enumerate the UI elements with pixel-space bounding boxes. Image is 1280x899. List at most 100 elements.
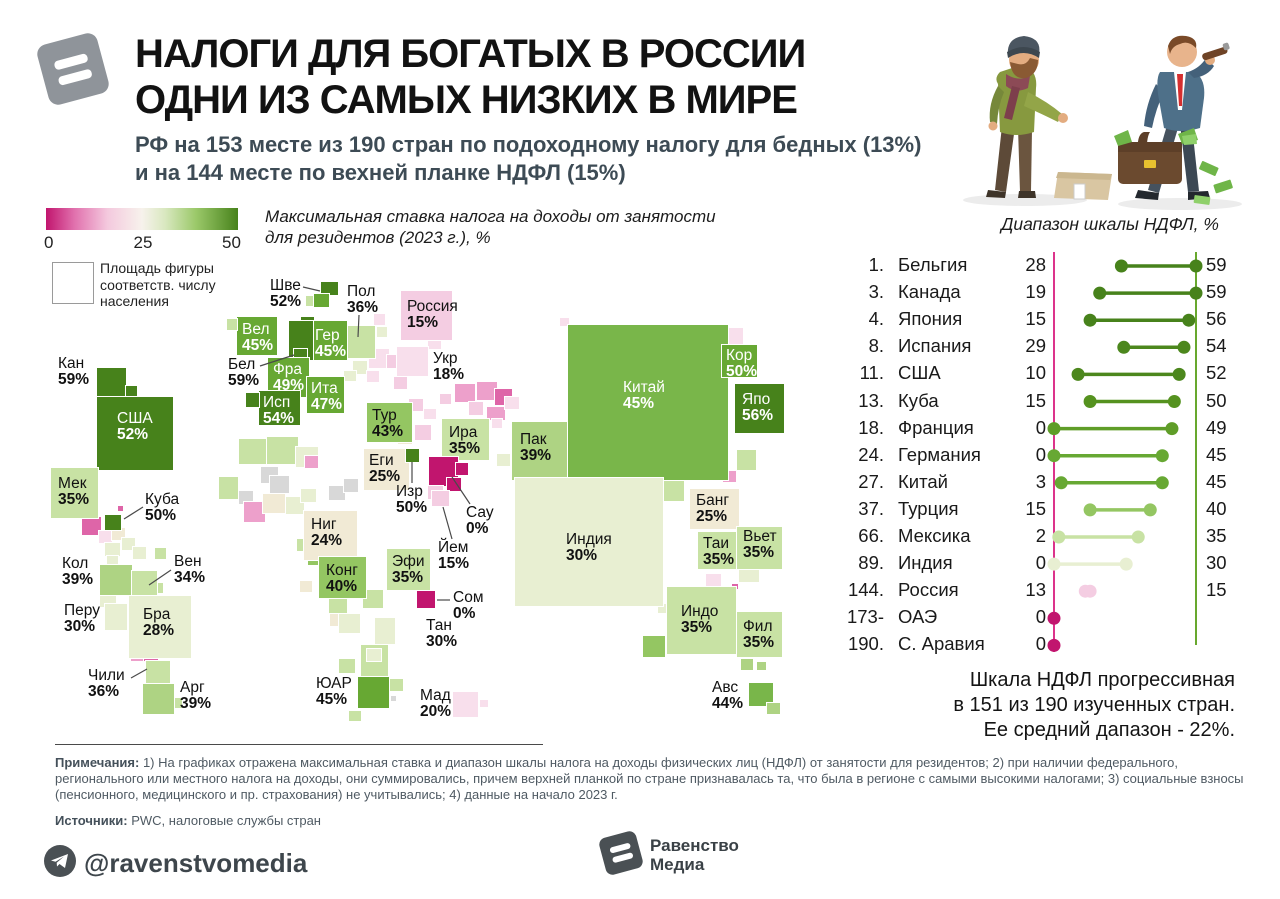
callout-text: Шкала НДФЛ прогрессивная в 151 из 190 из… xyxy=(953,669,1235,741)
map-label-Китай: Китай 45% xyxy=(623,379,665,412)
dumbbell-dot xyxy=(1047,449,1061,463)
map-label-Банг: Банг 25% xyxy=(696,492,730,525)
dumbbell-dot xyxy=(1093,286,1107,300)
map-label-Таи: Таи 35% xyxy=(703,535,735,568)
map-filler-square xyxy=(269,475,290,494)
map-label-Авс: Авс 44% xyxy=(712,679,744,712)
dumbbell-dot xyxy=(1155,449,1169,463)
dumbbell-dot xyxy=(1047,611,1061,625)
map-filler-square xyxy=(328,485,346,501)
dumbbell-country: Китай xyxy=(898,470,948,492)
sources-label: Источники: xyxy=(55,813,128,828)
map-filler-square xyxy=(486,406,506,421)
map-label-Конг: Конг 40% xyxy=(326,562,358,595)
map-square-Индия xyxy=(514,477,664,607)
dumbbell-min-value: 3 xyxy=(1035,470,1046,492)
map-filler-square xyxy=(756,661,767,671)
map-filler-square xyxy=(98,530,113,544)
map-label-Пак: Пак 39% xyxy=(520,431,552,464)
scale-tick-0: 0 xyxy=(44,233,54,252)
dumbbell-rank: 66. xyxy=(858,525,884,546)
map-square-Сом xyxy=(416,590,436,609)
dumbbell-max-value: 50 xyxy=(1206,389,1227,411)
sources-text: Источники: PWC, налоговые службы стран xyxy=(55,813,1247,829)
map-label-Ира: Ира 35% xyxy=(449,424,481,457)
map-square-Исп xyxy=(245,392,260,408)
map-square-Мек xyxy=(50,467,99,519)
notes-body: 1) На графиках отражена максимальная ста… xyxy=(55,755,1244,802)
dumbbell-country: Франция xyxy=(898,416,974,438)
dumbbell-min-value: 15 xyxy=(1025,389,1046,411)
dumbbell-dot xyxy=(1047,422,1061,436)
map-square-Китай xyxy=(567,324,729,481)
sources-body: PWC, налоговые службы стран xyxy=(127,813,321,828)
dumbbell-rank: 24. xyxy=(858,443,884,465)
map-filler-square xyxy=(724,327,744,346)
dumbbell-min-value: 0 xyxy=(1035,552,1046,574)
map-filler-square xyxy=(427,337,442,350)
map-filler-square xyxy=(305,295,317,307)
map-filler-square xyxy=(373,313,386,326)
map-label-Пол: Пол 36% xyxy=(347,283,379,316)
dumbbell-max-value: 45 xyxy=(1206,443,1227,465)
dumbbell-country: Япония xyxy=(898,308,963,330)
map-square-Исп xyxy=(258,390,301,426)
map-filler-square xyxy=(705,573,722,587)
map-filler-square xyxy=(491,418,503,429)
map-filler-square xyxy=(366,370,380,383)
dumbbell-min-value: 15 xyxy=(1025,497,1046,519)
map-label-Фил: Фил 35% xyxy=(743,618,775,651)
footer-logo-icon xyxy=(597,829,645,877)
map-square-Шве xyxy=(313,293,330,308)
dumbbell-country: Куба xyxy=(898,389,939,411)
dumbbell-country: Турция xyxy=(898,497,959,519)
telegram-handle[interactable]: @ravenstvomedia xyxy=(84,848,308,878)
map-filler-square xyxy=(352,360,368,375)
map-filler-square xyxy=(393,376,408,390)
chart-line xyxy=(442,506,453,540)
dumbbell-dot xyxy=(1083,584,1097,598)
chart-line xyxy=(130,668,148,679)
map-square-Сау xyxy=(455,462,469,476)
map-square-Тан xyxy=(374,617,396,645)
map-square-ЮАР xyxy=(357,676,390,709)
map-label-Кол: Кол 39% xyxy=(62,555,94,588)
map-label-Вьет: Вьет 35% xyxy=(743,528,777,561)
brand-logo-icon xyxy=(35,31,111,107)
dumbbell-rank: 27. xyxy=(858,470,884,492)
dumbbell-chart-title: Диапазон шкалы НДФЛ, % xyxy=(1001,214,1219,234)
map-filler-square xyxy=(300,488,317,503)
dumbbell-max-value: 35 xyxy=(1206,525,1227,546)
map-label-Тур: Тур 43% xyxy=(372,407,404,440)
telegram-icon[interactable] xyxy=(44,845,76,877)
map-filler-square xyxy=(99,593,117,608)
dumbbell-country: Испания xyxy=(898,335,972,357)
map-label-Сом: Сом 0% xyxy=(453,589,484,622)
map-filler-square xyxy=(304,455,319,469)
dumbbell-dot xyxy=(1182,313,1196,327)
dumbbell-rank: 37. xyxy=(858,497,884,519)
dumbbell-min-value: 0 xyxy=(1035,606,1046,628)
map-filler-square xyxy=(559,317,570,327)
map-filler-square xyxy=(738,566,760,583)
map-square-Фил xyxy=(736,611,783,658)
dumbbell-max-value: 45 xyxy=(1206,470,1227,492)
map-square-Кол xyxy=(99,564,133,596)
map-filler-square xyxy=(170,697,183,709)
dumbbell-max-value: 59 xyxy=(1206,281,1227,303)
map-filler-square xyxy=(266,436,299,465)
dumbbell-dot xyxy=(1054,476,1068,490)
dumbbell-max-value: 15 xyxy=(1206,579,1227,601)
map-label-Йем: Йем 15% xyxy=(438,539,470,572)
map-square-Бра xyxy=(128,595,192,659)
map-label-Шве: Шве 52% xyxy=(270,277,302,310)
map-square-Вен xyxy=(131,570,158,598)
dumbbell-dot xyxy=(1131,530,1145,544)
map-label-Укр: Укр 18% xyxy=(433,350,465,383)
map-filler-square xyxy=(376,326,388,338)
chart-line xyxy=(123,506,144,520)
map-square-Япо xyxy=(734,383,785,434)
dumbbell-country: Россия xyxy=(898,579,959,601)
dumbbell-rank: 144. xyxy=(847,579,884,601)
chart-line xyxy=(302,286,321,292)
